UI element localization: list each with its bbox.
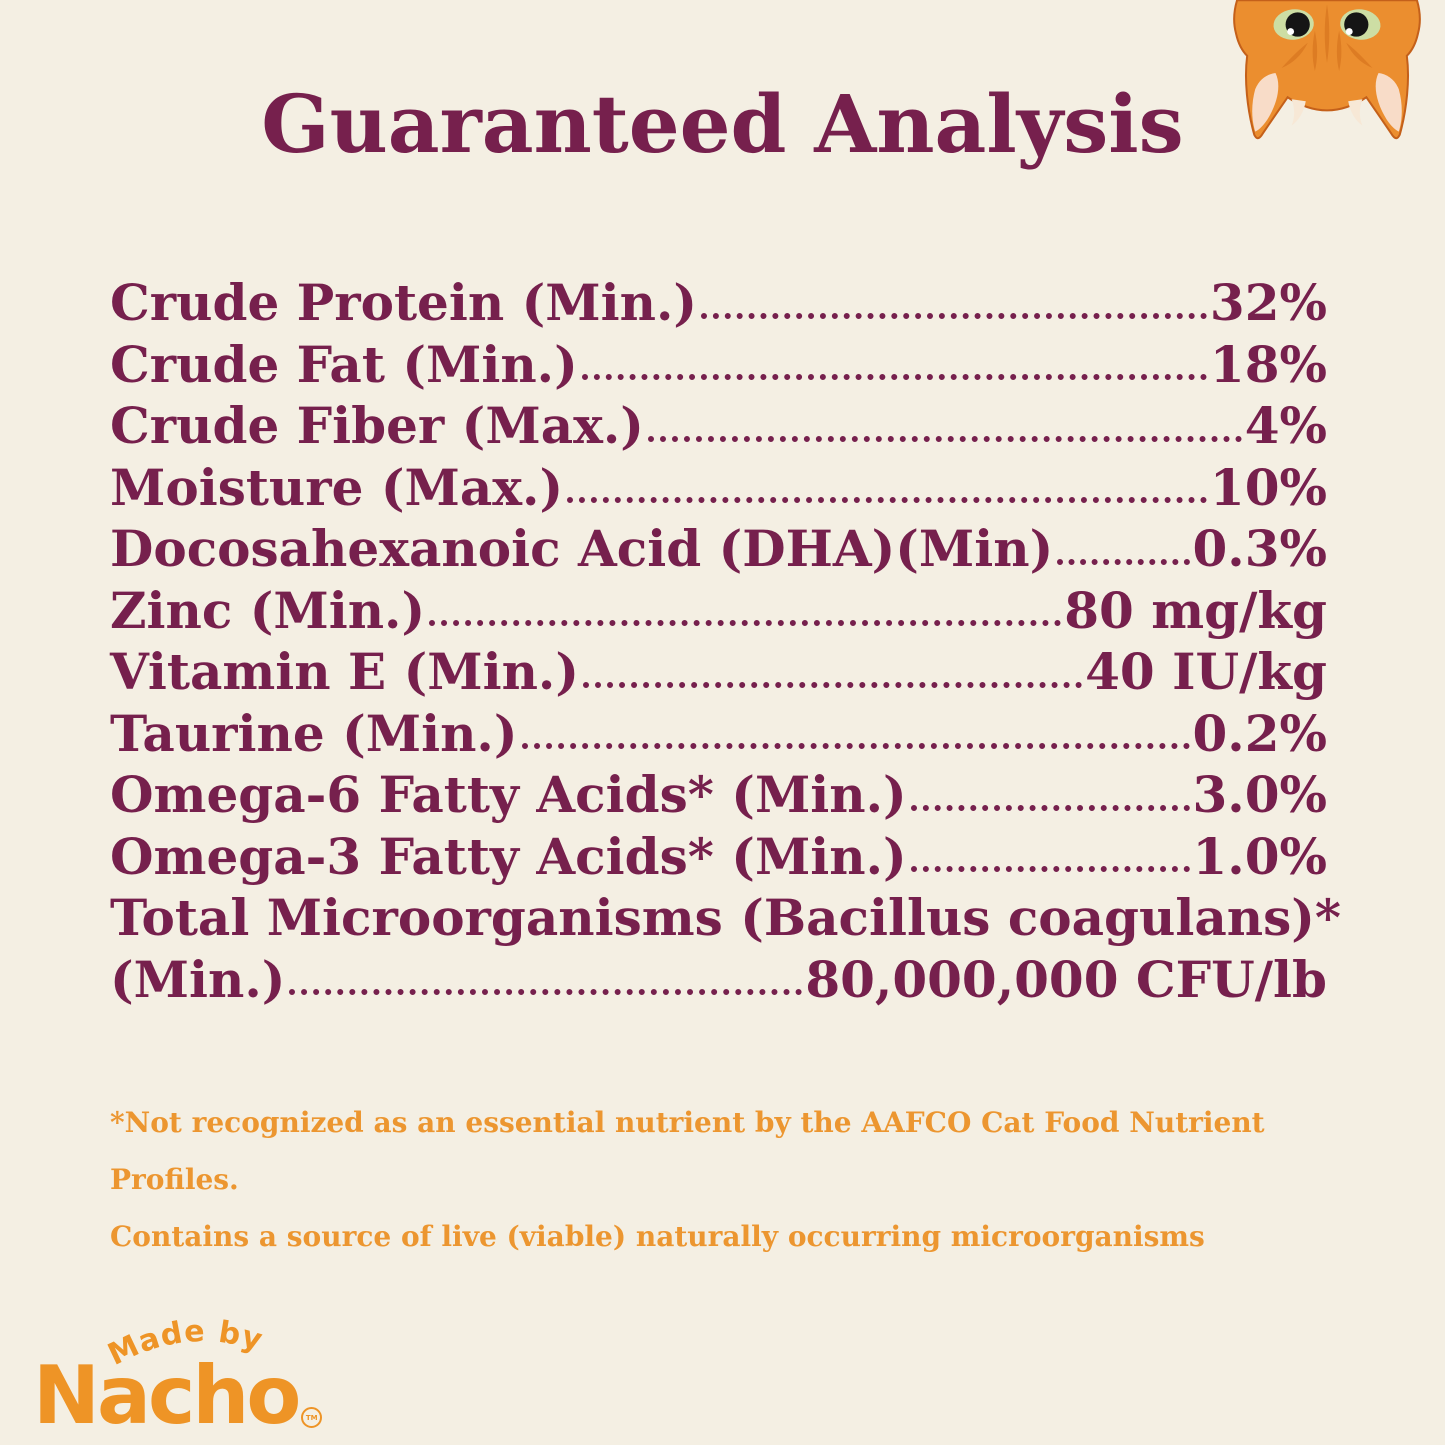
analysis-row: (Min.) 80,000,000 CFU/lb bbox=[110, 949, 1327, 1011]
trademark-icon: TM bbox=[301, 1407, 323, 1428]
cat-cheek-tufts bbox=[1291, 99, 1363, 126]
cat-inner-ears bbox=[1252, 73, 1402, 132]
row-value: 80,000,000 CFU/lb bbox=[805, 949, 1327, 1009]
dotted-leader bbox=[910, 866, 1190, 872]
analysis-row: Taurine (Min.) 0.2% bbox=[110, 703, 1327, 765]
row-label: Omega-3 Fatty Acids* (Min.) bbox=[110, 826, 907, 886]
row-label: Omega-6 Fatty Acids* (Min.) bbox=[110, 765, 907, 824]
brand-wordmark: Nacho bbox=[33, 1349, 301, 1442]
footnote-line-1: *Not recognized as an essential nutrient… bbox=[110, 1106, 1265, 1196]
analysis-row: Omega-6 Fatty Acids* (Min.) 3.0% bbox=[110, 764, 1327, 826]
row-label: Zinc (Min.) bbox=[110, 580, 426, 640]
row-value: 10% bbox=[1209, 457, 1327, 517]
row-label: (Min.) bbox=[110, 949, 286, 1009]
dotted-leader bbox=[567, 497, 1207, 503]
row-value: 3.0% bbox=[1192, 765, 1328, 824]
dotted-leader bbox=[429, 620, 1062, 626]
row-label: Taurine (Min.) bbox=[110, 703, 518, 763]
row-label: Total Microorganisms (Bacillus coagulans… bbox=[110, 888, 1342, 947]
cat-face-icon bbox=[1233, 0, 1421, 140]
row-value: 32% bbox=[1209, 273, 1327, 332]
cat-eyes bbox=[1273, 9, 1381, 40]
page-title: Guaranteed Analysis bbox=[261, 77, 1184, 171]
row-label: Crude Protein (Min.) bbox=[110, 273, 698, 332]
dotted-leader bbox=[701, 312, 1207, 319]
row-value: 0.3% bbox=[1192, 519, 1328, 578]
row-value: 80 mg/kg bbox=[1064, 580, 1327, 640]
aafco-footnote: *Not recognized as an essential nutrient… bbox=[110, 1094, 1385, 1265]
analysis-row: Vitamin E (Min.) 40 IU/kg bbox=[110, 641, 1327, 703]
cat-stripes bbox=[1281, 4, 1373, 71]
dotted-leader bbox=[647, 435, 1242, 442]
dotted-leader bbox=[521, 743, 1190, 749]
row-label: Vitamin E (Min.) bbox=[110, 642, 579, 701]
brand-wordmark-row: Nacho TM bbox=[33, 1349, 323, 1442]
row-value: 1.0% bbox=[1192, 826, 1328, 886]
analysis-row: Zinc (Min.) 80 mg/kg bbox=[110, 580, 1327, 642]
made-by-arc: Made by bbox=[105, 1318, 266, 1372]
footnote-line-2: Contains a source of live (viable) natur… bbox=[110, 1220, 1205, 1253]
dotted-leader bbox=[289, 989, 803, 995]
analysis-row: Moisture (Max.) 10% bbox=[110, 457, 1327, 519]
row-label: Crude Fat (Min.) bbox=[110, 334, 578, 394]
analysis-row: Docosahexanoic Acid (DHA)(Min) 0.3% bbox=[110, 518, 1327, 580]
analysis-row: Crude Fiber (Max.) 4% bbox=[110, 395, 1327, 457]
analysis-row: Crude Fat (Min.) 18% bbox=[110, 334, 1327, 396]
row-value: 0.2% bbox=[1192, 703, 1328, 763]
row-value: 40 IU/kg bbox=[1085, 642, 1327, 701]
analysis-row: Total Microorganisms (Bacillus coagulans… bbox=[110, 887, 1341, 949]
row-label: Docosahexanoic Acid (DHA)(Min) bbox=[110, 519, 1054, 578]
analysis-row: Crude Protein (Min.) 32% bbox=[110, 272, 1327, 334]
analysis-row: Omega-3 Fatty Acids* (Min.) 1.0% bbox=[110, 826, 1327, 888]
dotted-leader bbox=[1057, 558, 1190, 565]
row-label: Crude Fiber (Max.) bbox=[110, 396, 644, 455]
dotted-leader bbox=[910, 804, 1190, 811]
dotted-leader bbox=[581, 374, 1207, 380]
analysis-list: Crude Protein (Min.) 32% Crude Fat (Min.… bbox=[110, 272, 1341, 1011]
dotted-leader bbox=[583, 681, 1083, 688]
brand-logo: Made by Nacho TM bbox=[33, 1318, 393, 1438]
row-value: 18% bbox=[1209, 334, 1327, 394]
row-value: 4% bbox=[1244, 396, 1327, 455]
row-label: Moisture (Max.) bbox=[110, 457, 564, 517]
